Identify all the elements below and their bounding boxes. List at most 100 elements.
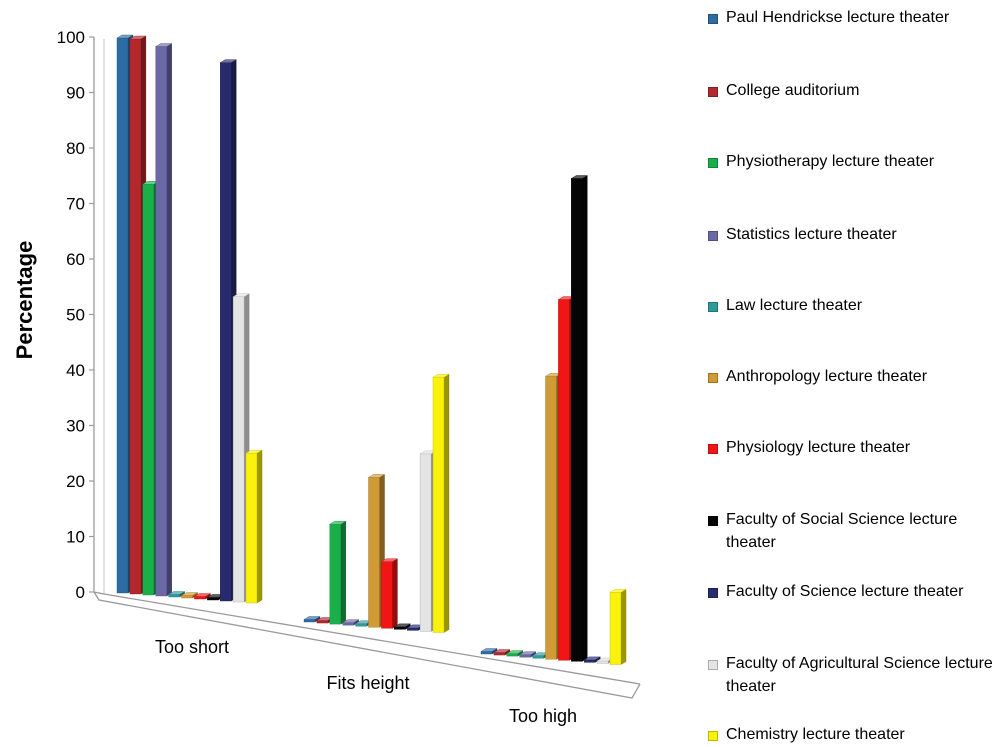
bar-front <box>355 623 367 627</box>
bar-top <box>480 648 498 652</box>
y-tick-label: 20 <box>66 472 85 491</box>
bar-front <box>493 652 506 656</box>
bar-front <box>168 594 180 598</box>
y-tick-label: 80 <box>66 139 85 158</box>
bar-top <box>609 589 627 593</box>
bar-top <box>380 558 399 562</box>
legend-label: Faculty of Agricultural Science lecture … <box>726 655 993 695</box>
legend-label: Faculty of Social Science lecture theate… <box>726 511 958 551</box>
bar-top <box>570 175 589 179</box>
bar-front <box>519 654 531 658</box>
bar-front <box>432 377 445 633</box>
bar-front <box>245 452 258 604</box>
bar-front <box>394 626 406 630</box>
legend-label: Faculty of Science lecture theater <box>726 583 964 600</box>
bar-chart-3d: 0 10 20 30 40 50 60 70 80 90 100 Too short Fits hei… <box>12 28 641 726</box>
legend-label: Statistics lecture theater <box>726 226 897 243</box>
bar-front <box>506 653 518 657</box>
bar-front <box>480 651 493 655</box>
bar-front <box>571 178 583 662</box>
bar-front <box>303 619 316 623</box>
category-label: Too high <box>509 706 577 726</box>
bar <box>432 373 450 633</box>
bar-side <box>256 449 263 604</box>
bar-side <box>340 520 346 625</box>
legend-swatch <box>708 373 718 383</box>
bar-front <box>142 184 155 596</box>
bar-front <box>609 592 622 665</box>
bar <box>583 656 601 663</box>
y-tick-label: 90 <box>66 84 85 103</box>
bar-top <box>393 623 412 628</box>
legend-swatch <box>708 660 718 670</box>
y-tick-label: 30 <box>66 417 85 436</box>
bar-top <box>341 619 360 623</box>
y-tick-label: 0 <box>76 583 85 602</box>
legend-item: Physiology lecture theater <box>708 439 1004 459</box>
y-tick-label: 70 <box>66 195 85 214</box>
legend-swatch <box>708 731 718 741</box>
bar <box>506 650 524 657</box>
bar-front <box>129 38 142 595</box>
bar <box>303 616 321 623</box>
legend-item: Faculty of Science lecture theater <box>708 583 1004 603</box>
bar <box>154 43 173 597</box>
legend-label: Chemistry lecture theater <box>726 726 905 743</box>
bar <box>518 651 537 658</box>
legend-item: Paul Hendrickse lecture theater <box>708 9 1004 29</box>
y-tick-labels: 0 10 20 30 40 50 60 70 80 90 100 <box>57 28 94 602</box>
bar-top <box>432 374 450 378</box>
bar <box>329 520 347 625</box>
bar-front <box>155 46 167 597</box>
bar-front <box>207 597 219 601</box>
bar-top <box>583 656 601 661</box>
legend-label: Law lecture theater <box>726 297 863 314</box>
bar-top <box>167 591 186 595</box>
bar-front <box>419 453 432 632</box>
legend-item: Faculty of Agricultural Science lecture … <box>708 655 1004 698</box>
bars <box>116 34 627 665</box>
bar-side <box>620 588 627 665</box>
y-tick-label: 10 <box>66 528 85 547</box>
bar-front <box>342 622 354 626</box>
bar-front <box>558 299 570 661</box>
legend-swatch <box>708 231 718 241</box>
legend-swatch <box>708 516 718 526</box>
bar-top <box>193 593 212 597</box>
floor-back-edge <box>93 591 641 685</box>
legend-swatch <box>708 588 718 598</box>
legend-label: Physiology lecture theater <box>726 439 911 456</box>
bar-front <box>381 561 393 629</box>
bar-front <box>316 620 329 624</box>
bar-top <box>329 521 347 525</box>
bar-front <box>329 524 341 625</box>
bar-front <box>407 627 419 631</box>
bar-front <box>368 477 380 628</box>
bar-top <box>129 35 147 40</box>
bar-top <box>303 616 321 620</box>
legend-swatch <box>708 14 718 24</box>
bar-top <box>518 651 537 655</box>
bar-top <box>232 293 250 297</box>
bar-top <box>245 449 263 454</box>
y-tick-label: 60 <box>66 250 85 269</box>
bar-top <box>116 34 134 39</box>
bar <box>570 175 589 662</box>
legend-label: College auditorium <box>726 82 860 99</box>
bar-side <box>582 175 588 662</box>
bar <box>609 588 627 665</box>
legend-swatch <box>708 444 718 454</box>
legend-item: Physiotherapy lecture theater <box>708 153 1004 173</box>
legend-label: Paul Hendrickse lecture theater <box>726 9 950 26</box>
bar <box>193 593 212 600</box>
bar <box>393 623 412 630</box>
bar <box>245 449 263 604</box>
bar <box>380 558 399 629</box>
y-tick-label: 40 <box>66 361 85 380</box>
bar-front <box>181 595 193 599</box>
bar-front <box>194 596 206 600</box>
legend-item: Anthropology lecture theater <box>708 368 1004 388</box>
legend-swatch <box>708 87 718 97</box>
bar-top <box>154 43 173 47</box>
legend-item: Law lecture theater <box>708 297 1004 317</box>
